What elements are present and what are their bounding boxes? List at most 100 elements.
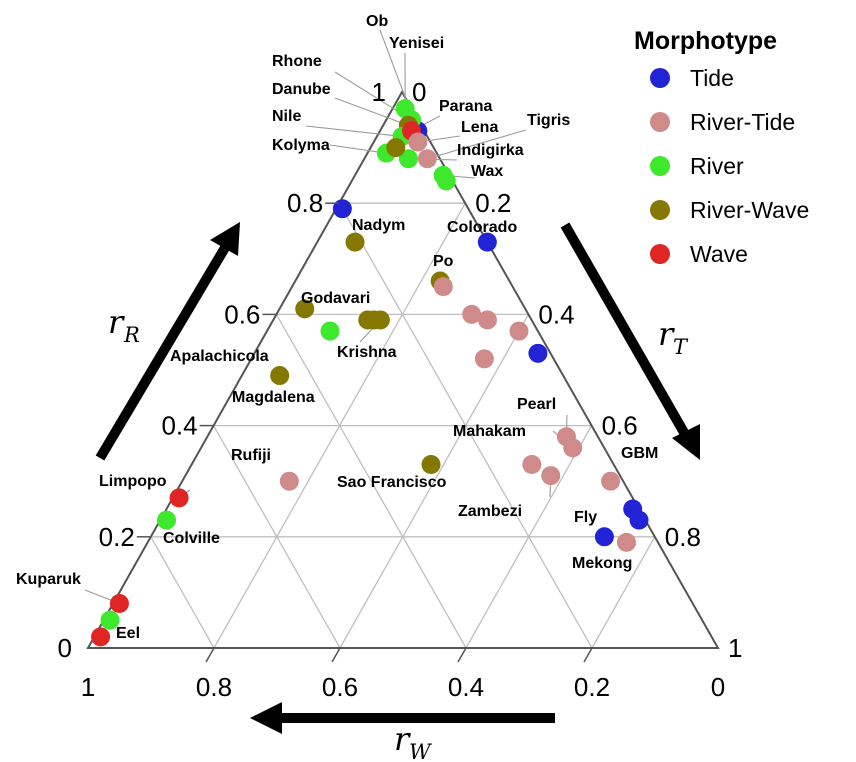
r-W-tick-mark: [583, 647, 593, 663]
legend-marker: [650, 200, 670, 220]
leader-line: [334, 97, 409, 126]
legend-title: Morphotype: [634, 27, 777, 55]
triangle-outline: [86, 89, 720, 649]
r-T-tick-mark: [654, 536, 664, 552]
river-label: Magdalena: [232, 389, 315, 406]
river-label: Danube: [272, 81, 331, 98]
legend-entries: Tide River-Tide River River-Wave Wave: [650, 65, 809, 267]
data-point: [594, 527, 614, 547]
legend-label: River: [690, 153, 744, 179]
river-label: Kuparuk: [16, 571, 81, 588]
r-R-subscript: R: [123, 323, 140, 347]
legend-label: River-Wave: [690, 197, 809, 223]
data-point: [601, 471, 621, 491]
legend-marker: [650, 244, 670, 264]
data-point: [522, 455, 542, 475]
data-point: [436, 171, 456, 191]
r-T-tick-mark: [527, 314, 538, 329]
data-point: [477, 232, 497, 252]
legend-marker: [650, 112, 670, 132]
data-point: [474, 349, 494, 369]
legend-label: Tide: [690, 65, 734, 91]
r-T-subscript: T: [673, 335, 689, 359]
r-W-tick-label: 0.2: [574, 672, 610, 702]
river-label: GBM: [621, 445, 658, 462]
legend: Morphotype Tide River-Tide River River-Wave…: [634, 27, 809, 267]
data-point: [629, 510, 649, 530]
tick-labels: 00.20.40.60.81 00.20.40.60.811 0.8 0.6 0.4 0.…: [58, 77, 743, 702]
data-point: [320, 321, 340, 341]
data-point: [433, 277, 453, 297]
river-label: Nadym: [352, 217, 405, 234]
river-label: Ob: [366, 13, 388, 30]
leader-line: [427, 129, 527, 160]
river-label: Yenisei: [389, 35, 444, 52]
data-point: [509, 321, 529, 341]
data-point: [91, 627, 111, 647]
data-point: [386, 138, 406, 158]
data-point: [616, 532, 636, 552]
r-T-tick-label: 0.2: [475, 188, 511, 218]
r-R-tick-label: 0.2: [99, 522, 135, 552]
r-T-tick-mark: [590, 425, 601, 440]
river-label: Eel: [116, 625, 140, 642]
r-R-axis-label: r R: [108, 303, 140, 347]
r-R-tick-label: 0: [58, 633, 72, 663]
data-point: [541, 466, 561, 486]
river-label: Colville: [163, 530, 220, 547]
r-W-subscript: W: [409, 740, 433, 762]
r-T-arrow: [560, 222, 700, 460]
data-point: [279, 471, 299, 491]
river-label: Parana: [439, 98, 492, 115]
river-label: Nile: [272, 108, 301, 125]
river-label: Zambezi: [458, 503, 522, 520]
grid-line-rT: [465, 425, 593, 649]
grid-lines: [150, 202, 656, 649]
r-T-tick-mark: [464, 202, 474, 218]
river-label: Colorado: [447, 219, 517, 236]
river-label: Sao Francisco: [337, 474, 447, 491]
data-point: [270, 366, 290, 386]
river-label: Rufiji: [231, 447, 271, 464]
data-point: [421, 455, 441, 475]
r-W-symbol: r: [394, 720, 411, 758]
data-point: [398, 149, 418, 169]
r-W-tick-mark: [205, 647, 215, 663]
r-T-tick-label: 0.8: [665, 522, 701, 552]
r-T-symbol: r: [658, 315, 675, 353]
r-W-tick-mark: [457, 647, 467, 663]
river-label: Apalachicola: [170, 348, 269, 365]
river-label: Po: [433, 253, 454, 270]
data-point: [169, 488, 189, 508]
data-point: [417, 149, 437, 169]
river-label: Krishna: [337, 344, 397, 361]
grid-line-rT: [339, 314, 529, 649]
r-T-tick-label: 0: [412, 77, 426, 107]
data-point: [345, 232, 365, 252]
river-label: Pearl: [517, 396, 556, 413]
r-R-tick-label: 0.8: [287, 188, 323, 218]
legend-label: Wave: [690, 241, 748, 267]
data-points: [91, 99, 649, 647]
grid-line-rT: [591, 536, 656, 649]
r-T-tick-label: 0.4: [538, 299, 574, 329]
r-T-tick-label: 1: [728, 633, 742, 663]
r-W-tick-label: 0.6: [322, 672, 358, 702]
r-W-axis-label: r W: [394, 720, 433, 762]
river-label: Rhone: [272, 53, 322, 70]
r-R-tick-label: 0.4: [161, 411, 197, 441]
data-point: [109, 594, 129, 614]
data-point: [332, 199, 352, 219]
r-W-tick-mark: [331, 647, 341, 663]
r-W-tick-label: 0.8: [196, 672, 232, 702]
data-point: [370, 310, 390, 330]
grid-line-rW: [213, 425, 341, 649]
r-W-arrow: [250, 702, 555, 734]
data-point: [100, 610, 120, 630]
river-label: Wax: [471, 163, 503, 180]
river-label: Godavari: [301, 290, 370, 307]
r-T-axis-label: r T: [658, 315, 689, 359]
river-label: Tigris: [527, 112, 570, 129]
